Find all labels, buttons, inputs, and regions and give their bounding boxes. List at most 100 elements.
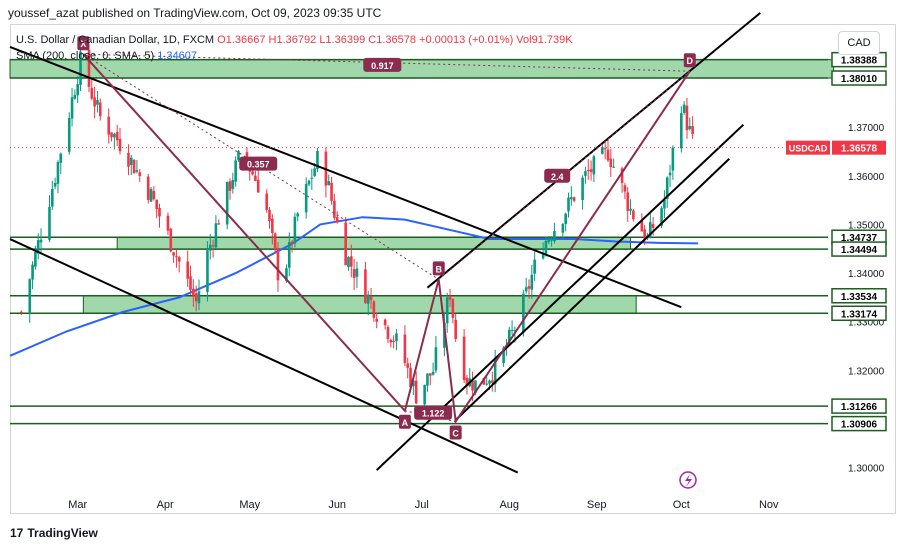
candle [324, 147, 328, 198]
time-tick-label: Jun [328, 499, 346, 511]
ohlc-row: U.S. Dollar / Canadian Dollar, 1D, FXCM … [16, 32, 573, 48]
candle-body [369, 296, 373, 301]
level-label-box [831, 415, 887, 432]
candle-body [313, 168, 316, 177]
candle-body [304, 183, 308, 213]
price-chart[interactable]: X A B C D 0.917 0.357 2.4 1.122 1.37000 1.36000 1.3… [0, 0, 900, 520]
candle-body [355, 268, 359, 277]
candle-body [586, 169, 590, 172]
candle-body [629, 208, 632, 211]
low-value: L1.36399 [319, 34, 366, 46]
candle-body [682, 104, 686, 113]
candle-body [36, 240, 40, 254]
candle-body [31, 264, 34, 280]
candle-body [643, 229, 646, 241]
candle [395, 329, 398, 351]
candle [310, 168, 314, 190]
candle-body [228, 181, 232, 191]
candle-body [19, 311, 23, 313]
candle [671, 145, 675, 180]
candle-body [386, 326, 390, 340]
candle [135, 159, 139, 174]
candle [93, 86, 96, 119]
candle [256, 169, 260, 193]
candle [51, 180, 54, 210]
candle-body [146, 176, 150, 200]
candle-body [632, 210, 635, 220]
candle-body [265, 193, 268, 210]
candle [524, 277, 528, 294]
candle [612, 158, 615, 169]
pattern-point-a: A [398, 414, 411, 429]
lightning-circle [679, 471, 697, 489]
candle-body [366, 294, 370, 304]
pattern-point-b: B [432, 261, 445, 276]
price-tick-label: 1.32000 [848, 366, 885, 377]
candle [48, 195, 51, 243]
ratio-label: 0.357 [239, 156, 278, 171]
candle [445, 292, 449, 333]
candle-body [296, 213, 300, 217]
level-label-text: 1.38388 [841, 56, 878, 67]
candle-body [73, 94, 77, 99]
candle [31, 261, 34, 290]
candle [316, 147, 319, 173]
price-tick-label: 1.37000 [848, 123, 885, 134]
candle [603, 140, 607, 160]
candle [177, 255, 181, 273]
candle-body [606, 149, 610, 161]
candle [688, 117, 692, 131]
candle [352, 258, 356, 291]
candle-body [254, 175, 257, 181]
candle [208, 233, 212, 260]
candle [87, 44, 91, 93]
candle [96, 91, 99, 113]
candle-body [132, 159, 136, 174]
candle [115, 124, 119, 146]
candle-body [211, 245, 215, 247]
candle-body [584, 171, 587, 176]
currency-button[interactable]: CAD [838, 31, 880, 55]
candle-body [527, 286, 531, 289]
candle [149, 186, 153, 202]
candle [533, 251, 536, 281]
open-value: O1.36667 [217, 34, 266, 46]
candle-body [620, 168, 624, 183]
candle [36, 233, 40, 260]
candle [640, 213, 644, 232]
candle [273, 232, 277, 253]
candle [107, 108, 111, 144]
candle-body [685, 105, 689, 131]
candle-body [522, 293, 525, 333]
symbol-text: USDCAD [789, 144, 828, 154]
candle-body [28, 279, 32, 313]
level-price-label: 1.33534 [831, 288, 887, 304]
level-label-box [831, 70, 887, 86]
candle-body [335, 217, 339, 223]
candle-body [640, 220, 644, 232]
candle-body [327, 181, 331, 186]
volume-value: Vol91.739K [516, 34, 573, 46]
candle-body [451, 299, 455, 318]
candle-body [98, 102, 102, 117]
candle [448, 289, 452, 307]
candle [132, 158, 136, 174]
candle-body [648, 222, 652, 238]
trend-line-0 [9, 45, 682, 309]
sma-row[interactable]: SMA (200, close, 0, SMA, 5) 1.34607 [16, 48, 573, 64]
candle-body [660, 208, 663, 226]
candle-body [471, 380, 474, 391]
candle [296, 211, 300, 222]
candle-body [256, 179, 260, 193]
candle-body [194, 293, 198, 302]
candle-body [352, 269, 356, 278]
current-price-label: 1.36578 [832, 140, 886, 155]
candle [158, 203, 161, 228]
candle [254, 170, 257, 182]
candle-body [34, 251, 37, 267]
candle-body [623, 185, 627, 192]
candle-body [533, 259, 536, 274]
point-label: D [687, 56, 694, 66]
candle [462, 329, 466, 384]
candle [335, 211, 339, 224]
